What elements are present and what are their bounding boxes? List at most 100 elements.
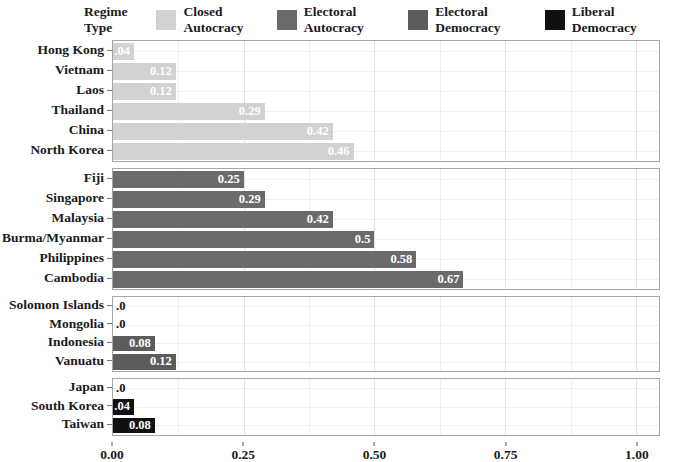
- row-gridline: [113, 388, 659, 389]
- bar-row: .04: [113, 398, 659, 417]
- bar-value-label: 0.08: [129, 336, 155, 351]
- x-tick-label: 1.00: [625, 447, 649, 462]
- bar-row: 0.12: [113, 61, 659, 81]
- category-label-row: Mongolia: [6, 315, 112, 334]
- bar-thailand: 0.29: [113, 103, 265, 120]
- bar-value-label: .04: [114, 399, 134, 414]
- bar-row: 0.08: [113, 334, 659, 353]
- bar-value-label: 0.42: [307, 124, 333, 139]
- bar-cambodia: 0.67: [113, 271, 463, 288]
- x-tick-mark: [243, 442, 244, 446]
- category-label: Burma/Myanmar: [2, 230, 104, 246]
- legend-item-2: Electoral Democracy: [408, 4, 531, 36]
- bar-philippines: 0.58: [113, 251, 416, 268]
- legend-swatch-icon: [408, 10, 428, 30]
- x-tick-label: 0.25: [231, 447, 255, 462]
- category-label: Singapore: [46, 190, 104, 206]
- category-label-row: Cambodia: [6, 268, 112, 288]
- category-label-row: Fiji: [6, 168, 112, 188]
- category-label-row: Hong Kong: [6, 40, 112, 60]
- bar-singapore: 0.29: [113, 191, 265, 208]
- legend-swatch-icon: [277, 10, 297, 30]
- row-gridline: [113, 425, 659, 426]
- legend-item-3: Liberal Democracy: [545, 4, 660, 36]
- x-tick-mark: [112, 442, 113, 446]
- bar-value-label: 0.25: [218, 172, 244, 187]
- panel-2: Solomon IslandsMongoliaIndonesiaVanuatu.…: [6, 296, 660, 372]
- x-tick-mark: [374, 442, 375, 446]
- legend-swatch-icon: [156, 10, 176, 30]
- category-label-row: Malaysia: [6, 208, 112, 228]
- category-label-row: Philippines: [6, 248, 112, 268]
- category-labels-col: Hong Kong Vietnam LaosThailand China North K…: [6, 40, 112, 162]
- category-label: South Korea: [31, 398, 104, 414]
- bar-row: 0.58: [113, 249, 659, 269]
- category-label: Philippines: [39, 250, 104, 266]
- row-gridline: [113, 91, 659, 92]
- category-label-row: Laos: [6, 80, 112, 100]
- bar-value-label: 0.67: [438, 272, 464, 287]
- bar-fiji: 0.25: [113, 171, 244, 188]
- panel-plot-area: .0.04 0.08: [112, 378, 660, 436]
- bar-value-label: 0.12: [150, 84, 176, 99]
- legend-item-label: Electoral Autocracy: [304, 4, 395, 36]
- bar-vietnam: 0.12: [113, 63, 176, 80]
- category-label: North Korea: [30, 142, 104, 158]
- legend: Regime Type Closed Autocracy Electoral Au…: [6, 4, 660, 36]
- panel-0: Hong Kong Vietnam LaosThailand China North K…: [6, 40, 660, 162]
- bar-row: 0.25: [113, 169, 659, 189]
- bar-china: 0.42: [113, 123, 333, 140]
- bar-row: 0.12: [113, 353, 659, 372]
- bar-row: 0.42: [113, 121, 659, 141]
- row-gridline: [113, 71, 659, 72]
- legend-title: Regime Type: [84, 4, 146, 36]
- category-label: China: [69, 122, 104, 138]
- bar-row: 0.29: [113, 101, 659, 121]
- category-label-row: Burma/Myanmar: [6, 228, 112, 248]
- category-labels-col: Fiji Singapore MalaysiaBurma/Myanmar Philip…: [6, 168, 112, 290]
- bar-value-label: 0.46: [328, 144, 354, 159]
- bar-row: .0: [113, 316, 659, 335]
- x-axis-section: 0.000.250.500.751.00: [6, 442, 660, 462]
- bar-vanuatu: 0.12: [113, 354, 176, 370]
- x-axis: 0.000.250.500.751.00: [112, 442, 660, 462]
- row-gridline: [113, 343, 659, 344]
- bar-value-label: .04: [114, 44, 134, 59]
- bar-row: 0.46: [113, 141, 659, 161]
- bar-row: 0.29: [113, 189, 659, 209]
- legend-item-1: Electoral Autocracy: [277, 4, 395, 36]
- bar-row: 0.42: [113, 209, 659, 229]
- category-label-row: Japan: [6, 378, 112, 397]
- bar-row: 0.5: [113, 229, 659, 249]
- panel-1: Fiji Singapore MalaysiaBurma/Myanmar Philip…: [6, 168, 660, 290]
- bar-value-label: .0: [116, 316, 125, 335]
- category-label-row: Thailand: [6, 100, 112, 120]
- bar-row: 0.67: [113, 269, 659, 289]
- bar-value-label: 0.5: [355, 232, 375, 247]
- legend-item-0: Closed Autocracy: [156, 4, 263, 36]
- legend-swatch-icon: [545, 10, 565, 30]
- bar-row: .04: [113, 41, 659, 61]
- bar-malaysia: 0.42: [113, 211, 333, 228]
- bar-value-label: .0: [116, 379, 125, 398]
- category-label: Cambodia: [44, 270, 104, 286]
- x-tick-label: 0.00: [100, 447, 124, 462]
- category-label: Taiwan: [62, 416, 104, 432]
- category-label-row: Solomon Islands: [6, 296, 112, 315]
- bar-burma-myanmar: 0.5: [113, 231, 374, 248]
- bar-row: 0.08: [113, 416, 659, 435]
- bar-value-label: 0.12: [150, 64, 176, 79]
- row-gridline: [113, 325, 659, 326]
- category-label: Vietnam: [55, 62, 104, 78]
- category-label: Fiji: [84, 170, 104, 186]
- bar-taiwan: 0.08: [113, 418, 155, 434]
- row-gridline: [113, 407, 659, 408]
- category-label: Hong Kong: [38, 42, 104, 58]
- category-label-row: Singapore: [6, 188, 112, 208]
- bar-value-label: 0.42: [307, 212, 333, 227]
- legend-item-label: Closed Autocracy: [183, 4, 263, 36]
- panels-container: Hong Kong Vietnam LaosThailand China North K…: [6, 40, 660, 436]
- panel-plot-area: .0.00.080.12: [112, 296, 660, 372]
- category-label-row: North Korea: [6, 140, 112, 160]
- panel-3: JapanSouth Korea Taiwan .0.04 0.08: [6, 378, 660, 436]
